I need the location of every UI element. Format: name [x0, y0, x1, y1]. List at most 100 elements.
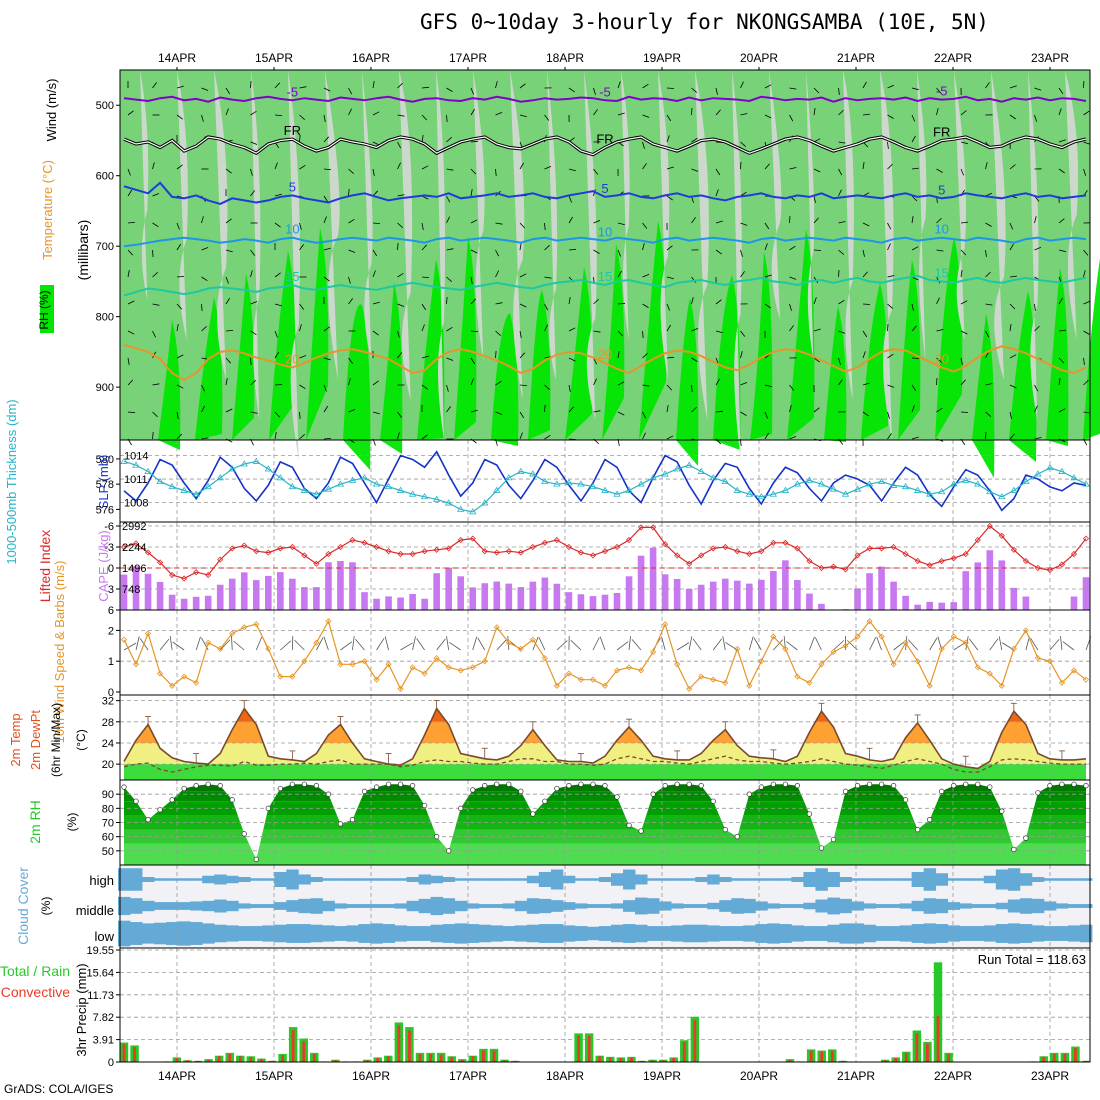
wind-barb: [446, 136, 452, 143]
wind-barb: [593, 410, 601, 413]
cloud-high-cell: [1079, 878, 1093, 881]
wind-barb: [152, 411, 158, 418]
rh-marker: [662, 783, 668, 789]
wind-barb: [446, 357, 454, 361]
wind10m-panel: 0 1 2 10m Wind Speed & Barbs (m/s): [52, 561, 1092, 743]
wind-barb: [470, 189, 473, 197]
cloud-low-cell: [358, 924, 371, 943]
cloud-high-cell: [166, 878, 179, 881]
cloud-low-cell: [562, 925, 576, 942]
y-tick-label: 24: [102, 738, 114, 750]
day-label-bottom: 20APR: [740, 1069, 778, 1083]
precip-convective-bar: [334, 1060, 337, 1062]
wind-barb: [470, 249, 478, 254]
surface-wind-barb: [631, 639, 642, 651]
surface-wind-barb: [809, 636, 815, 651]
wind-barb: [127, 300, 135, 305]
wind-barb: [127, 168, 131, 176]
cloud-middle-cell: [731, 898, 744, 914]
li-marker: [866, 545, 873, 552]
wind-barb: [519, 83, 526, 89]
wind-barb: [421, 135, 424, 143]
wind-barb: [1009, 222, 1014, 230]
wind-barb: [789, 114, 794, 122]
wind-barb: [813, 217, 819, 224]
rh-marker: [722, 826, 728, 833]
wind-barb: [666, 87, 675, 89]
wind-marker: [409, 664, 416, 671]
wind-barb: [397, 242, 399, 251]
axis-label: (millibars): [75, 220, 91, 281]
thickness-marker: [889, 481, 898, 488]
wind-barb: [862, 382, 870, 386]
surface-wind-barb: [195, 636, 201, 651]
axis-label: (%): [39, 897, 53, 916]
wind-barb: [1083, 379, 1089, 386]
temp-band: [124, 721, 1086, 743]
li-marker: [229, 545, 236, 552]
slp-frame: [119, 439, 1091, 523]
surface-wind-barb: [748, 636, 754, 651]
wind-marker: [710, 676, 717, 683]
wind-barb: [764, 163, 770, 170]
wind-barb: [323, 326, 330, 332]
wind-marker: [229, 630, 236, 637]
wind-barb: [666, 405, 669, 413]
wind-marker: [169, 682, 176, 689]
cape-bar: [541, 577, 549, 610]
wind-frame: [119, 609, 1091, 696]
wind-barb: [862, 330, 868, 338]
cloud-middle-cell: [1067, 904, 1081, 908]
cloud-high-cell: [274, 872, 287, 887]
wind-barb: [1058, 408, 1066, 413]
cloud-middle-cell: [418, 898, 432, 914]
surface-wind-barb: [384, 636, 389, 651]
wind-marker: [782, 645, 789, 652]
rh-dry-blob: [510, 70, 525, 400]
wind-marker: [926, 682, 933, 689]
cloud-low-cell: [1079, 924, 1093, 943]
cloud-middle-cell: [863, 903, 876, 909]
cloud-level-label: low: [94, 929, 114, 944]
wind-marker: [902, 639, 909, 646]
rh-moist-blob: [1046, 268, 1069, 446]
surface-wind-barb: [753, 637, 762, 651]
rh-marker: [890, 783, 897, 789]
cloud-middle-cell: [767, 903, 780, 909]
wind-barb: [152, 249, 154, 258]
li-marker: [890, 543, 897, 551]
wind-barb: [250, 110, 257, 116]
wind-barb: [372, 168, 375, 176]
wind-barb: [764, 274, 772, 278]
cloud-middle-cell: [382, 904, 395, 908]
rh-marker: [999, 808, 1005, 814]
run-total: Run Total = 118.63: [978, 952, 1086, 967]
rh-dry-blob: [695, 70, 709, 420]
li-marker: [217, 556, 224, 563]
rh-moist-blob: [602, 244, 625, 440]
temp-bands: [124, 708, 1086, 780]
cloud-middle-cell: [707, 902, 720, 910]
cloud-low-cell: [743, 925, 756, 942]
cloud-low-cell: [178, 921, 191, 946]
cape-bar: [818, 603, 825, 610]
li-marker: [950, 555, 957, 562]
cloud-high-cell: [719, 877, 732, 882]
wind-barb: [593, 249, 600, 254]
wind-barb: [470, 219, 478, 224]
wind-barb: [911, 167, 919, 170]
cape-bar: [228, 578, 236, 610]
precip-convective-bar: [260, 1059, 263, 1062]
cloud-middle-cell: [851, 901, 864, 911]
wind-barb: [887, 411, 890, 419]
thickness-marker: [300, 486, 309, 493]
wind-barb: [617, 81, 621, 89]
wind-barb: [250, 411, 258, 414]
thickness-marker: [240, 460, 248, 467]
wind-barb: [519, 243, 522, 251]
wind-barb: [789, 215, 791, 224]
wind-barb: [397, 352, 403, 359]
cloud-high-cell: [1031, 877, 1045, 882]
thickness-marker: [276, 474, 285, 481]
wind-barb: [152, 383, 160, 386]
